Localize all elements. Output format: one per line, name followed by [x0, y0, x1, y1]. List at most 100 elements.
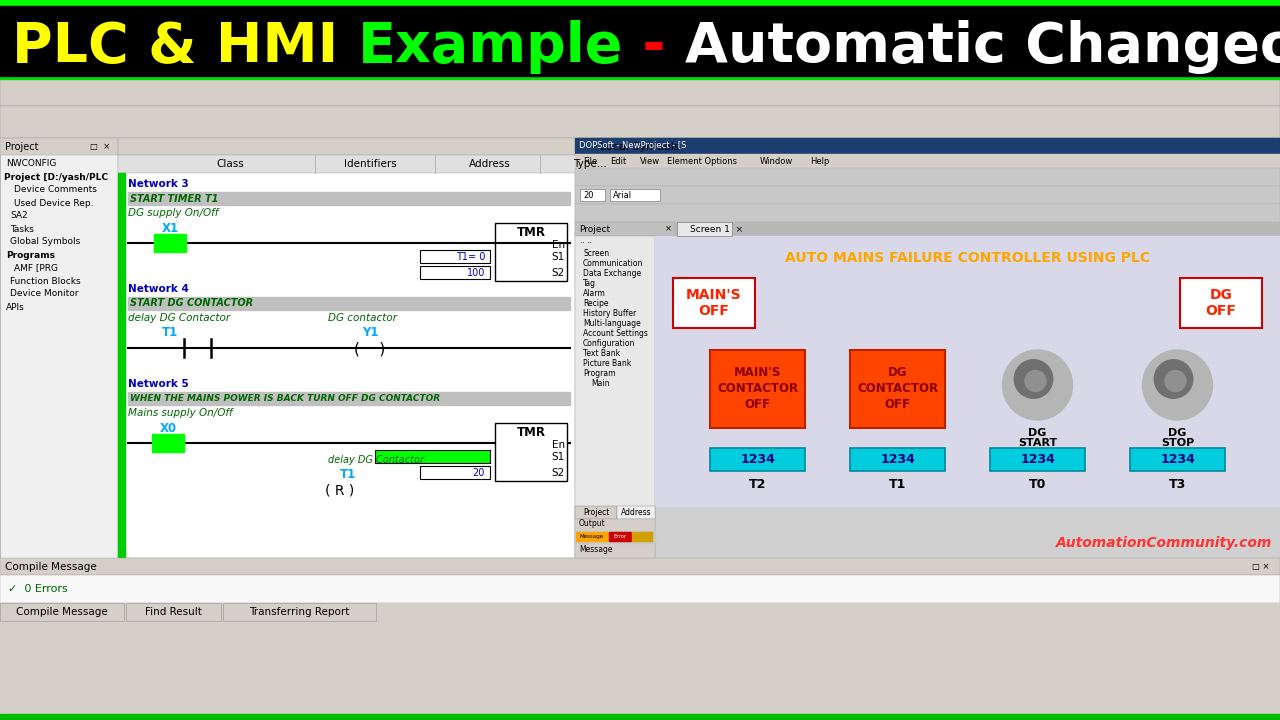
Text: S1: S1 [552, 252, 564, 262]
Bar [495, 423, 567, 481]
Text: 20: 20 [582, 191, 594, 199]
Text: WHEN THE MAINS POWER IS BACK TURN OFF DG CONTACTOR: WHEN THE MAINS POWER IS BACK TURN OFF DG… [131, 394, 440, 403]
Text: PLC & HMI: PLC & HMI [12, 20, 357, 74]
Text: AutomationCommunity.com: AutomationCommunity.com [1056, 536, 1272, 550]
Text: 1234: 1234 [740, 453, 774, 466]
Text: T1: T1 [340, 469, 356, 482]
Text: DG
STOP: DG STOP [1161, 428, 1194, 449]
Text: START TIMER T1: START TIMER T1 [131, 194, 219, 204]
Text: T1: T1 [888, 477, 906, 490]
Bar [0, 0, 1280, 6]
Text: Element Options: Element Options [667, 156, 737, 166]
Text: delay DG Contactor: delay DG Contactor [128, 313, 230, 323]
Bar [420, 466, 490, 479]
Bar [850, 448, 945, 471]
Text: 1234: 1234 [1020, 453, 1055, 466]
Bar [575, 154, 1280, 168]
Text: Recipe: Recipe [582, 300, 608, 308]
Text: X0: X0 [160, 421, 177, 434]
Text: Help: Help [810, 156, 829, 166]
Text: 1234: 1234 [1160, 453, 1196, 466]
Circle shape [1165, 371, 1187, 392]
Bar [575, 204, 1280, 222]
Text: T1: T1 [161, 326, 178, 340]
Circle shape [1014, 360, 1052, 398]
Text: TMR: TMR [517, 227, 545, 240]
Text: APIs: APIs [6, 302, 24, 312]
Text: -: - [623, 20, 685, 74]
Text: T1= 0: T1= 0 [456, 251, 485, 261]
Bar [575, 168, 1280, 186]
Text: START DG CONTACTOR: START DG CONTACTOR [131, 299, 253, 308]
Text: T0: T0 [1029, 477, 1046, 490]
Text: □  ×: □ × [90, 142, 110, 151]
Bar [673, 278, 755, 328]
Bar [0, 603, 124, 621]
Text: Compile Message: Compile Message [17, 607, 108, 617]
Text: Edit: Edit [611, 156, 626, 166]
Text: Global Symbols: Global Symbols [10, 238, 81, 246]
Bar [0, 138, 1280, 558]
Text: En: En [552, 240, 564, 250]
Text: View: View [640, 156, 660, 166]
Bar [575, 138, 1280, 558]
Text: □ ×: □ × [1253, 562, 1270, 571]
Bar [580, 189, 605, 201]
Circle shape [1143, 350, 1212, 420]
Text: Class: Class [216, 159, 244, 169]
Bar [710, 350, 805, 428]
Bar [223, 603, 376, 621]
Text: ·· ··: ·· ·· [580, 240, 591, 248]
Text: Y1: Y1 [362, 326, 379, 340]
Text: Error: Error [613, 534, 627, 539]
Text: Tag: Tag [582, 279, 596, 289]
Text: Function Blocks: Function Blocks [10, 276, 81, 286]
Text: S1: S1 [552, 452, 564, 462]
Text: Message: Message [579, 544, 613, 554]
Bar [0, 138, 118, 155]
Text: Automatic Changeover: Automatic Changeover [685, 20, 1280, 74]
Text: Network 3: Network 3 [128, 179, 188, 189]
Text: Mains supply On/Off: Mains supply On/Off [128, 408, 233, 418]
Text: Project: Project [579, 225, 611, 233]
Text: NWCONFIG: NWCONFIG [6, 160, 56, 168]
Text: Project: Project [5, 142, 38, 151]
Circle shape [1155, 360, 1193, 398]
Bar [0, 6, 1280, 76]
Bar [655, 236, 1280, 506]
Bar [611, 189, 660, 201]
Text: Device Monitor: Device Monitor [10, 289, 78, 299]
Text: Text Bank: Text Bank [582, 349, 620, 359]
Text: Communication: Communication [582, 259, 644, 269]
Text: SA2: SA2 [10, 212, 28, 220]
Bar [125, 603, 221, 621]
Bar [0, 138, 118, 558]
Text: Identifiers: Identifiers [343, 159, 397, 169]
Bar [118, 173, 125, 558]
Text: ×: × [666, 225, 672, 233]
Bar [0, 714, 1280, 720]
Bar [118, 155, 1277, 173]
Bar [495, 223, 567, 281]
Text: Find Result: Find Result [145, 607, 202, 617]
Text: Screen: Screen [582, 250, 609, 258]
Text: Compile Message: Compile Message [5, 562, 97, 572]
Bar [420, 266, 490, 279]
Text: X1: X1 [161, 222, 179, 235]
Bar [575, 506, 617, 519]
Bar [575, 236, 655, 558]
Text: Main: Main [591, 379, 609, 389]
Bar [128, 297, 570, 310]
Text: Configuration: Configuration [582, 340, 635, 348]
Bar [154, 234, 186, 252]
Bar [575, 186, 1280, 204]
Text: File: File [582, 156, 598, 166]
Bar [1130, 448, 1225, 471]
Text: Program: Program [582, 369, 616, 379]
Bar [675, 222, 1280, 236]
Bar [617, 506, 655, 519]
Bar [575, 519, 655, 558]
Bar [118, 138, 1277, 155]
Text: DG
OFF: DG OFF [1206, 288, 1236, 318]
Bar [118, 138, 575, 558]
